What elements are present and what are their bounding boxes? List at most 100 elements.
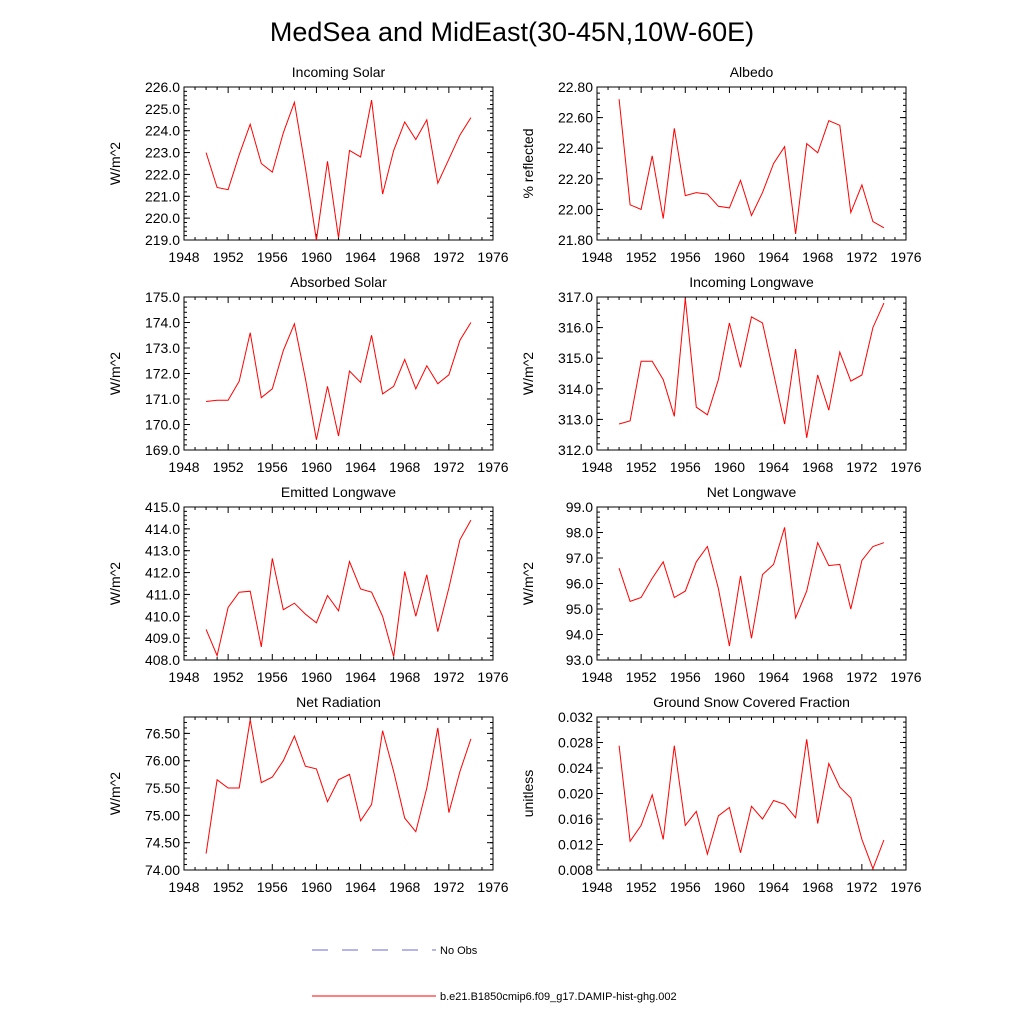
x-tick-label: 1972 — [846, 879, 877, 895]
x-tick-label: 1968 — [802, 879, 833, 895]
x-tick-label: 1972 — [433, 669, 464, 685]
y-tick-label: 171.0 — [145, 391, 180, 407]
x-tick-label: 1948 — [168, 669, 199, 685]
x-tick-label: 1952 — [213, 879, 244, 895]
legend-entry-1: b.e21.B1850cmip6.f09_g17.DAMIP-hist-ghg.… — [312, 991, 677, 1003]
x-tick-label: 1952 — [213, 669, 244, 685]
panels-grid: Incoming Solar 1948 1952 1956 1960 1964 1968 19… — [107, 64, 922, 895]
x-tick-label: 1964 — [758, 459, 789, 475]
y-tick-label: 315.0 — [558, 350, 593, 366]
x-tick-label: 1956 — [257, 669, 288, 685]
y-tick-label: 21.80 — [558, 232, 593, 248]
y-tick-label: 22.40 — [558, 140, 593, 156]
y-tick-label: 175.0 — [145, 289, 180, 305]
figure-title: MedSea and MidEast(30-45N,10W-60E) — [270, 17, 754, 47]
x-tick-label: 1976 — [477, 249, 508, 265]
legend-label: b.e21.B1850cmip6.f09_g17.DAMIP-hist-ghg.… — [440, 991, 677, 1003]
panel-title: Incoming Solar — [292, 64, 386, 80]
y-tick-label: 93.0 — [566, 652, 593, 668]
y-tick-label: 174.0 — [145, 315, 180, 331]
y-tick-label: 0.032 — [558, 709, 593, 725]
panel-title: Net Longwave — [707, 484, 797, 500]
x-tick-label: 1948 — [581, 459, 612, 475]
x-tick-label: 1948 — [581, 669, 612, 685]
series-line — [206, 322, 472, 440]
x-tick-label: 1976 — [477, 459, 508, 475]
plot-frame — [183, 296, 494, 451]
x-tick-label: 1960 — [714, 249, 745, 265]
y-tick-label: 76.50 — [145, 725, 180, 741]
x-tick-label: 1948 — [168, 879, 199, 895]
y-axis-label: W/m^2 — [107, 772, 123, 815]
x-tick-label: 1960 — [301, 459, 332, 475]
y-tick-label: 96.0 — [566, 576, 593, 592]
y-tick-label: 76.00 — [145, 753, 180, 769]
x-tick-label: 1972 — [846, 459, 877, 475]
y-axis-label: W/m^2 — [107, 562, 123, 605]
y-tick-label: 74.50 — [145, 835, 180, 851]
x-tick-label: 1956 — [257, 249, 288, 265]
panel-title: Emitted Longwave — [281, 484, 396, 500]
x-tick-label: 1960 — [301, 249, 332, 265]
panel-title: Net Radiation — [296, 694, 381, 710]
x-tick-label: 1972 — [846, 249, 877, 265]
y-tick-label: 408.0 — [145, 652, 180, 668]
y-tick-label: 0.012 — [558, 837, 593, 853]
x-tick-label: 1968 — [389, 249, 420, 265]
x-tick-label: 1952 — [626, 669, 657, 685]
y-tick-label: 221.0 — [145, 188, 180, 204]
y-axis-label: unitless — [520, 770, 536, 817]
y-axis-label: W/m^2 — [107, 352, 123, 395]
y-tick-label: 172.0 — [145, 366, 180, 382]
x-tick-label: 1952 — [213, 249, 244, 265]
plot-frame — [596, 86, 907, 241]
x-tick-label: 1956 — [670, 249, 701, 265]
y-tick-label: 0.008 — [558, 862, 593, 878]
y-tick-label: 94.0 — [566, 627, 593, 643]
y-tick-label: 75.50 — [145, 780, 180, 796]
y-tick-label: 219.0 — [145, 232, 180, 248]
x-tick-label: 1956 — [670, 459, 701, 475]
x-tick-label: 1976 — [477, 669, 508, 685]
x-tick-label: 1952 — [213, 459, 244, 475]
legend-entry-0: No Obs — [312, 945, 478, 957]
y-tick-label: 314.0 — [558, 381, 593, 397]
y-tick-label: 223.0 — [145, 145, 180, 161]
x-tick-label: 1948 — [581, 879, 612, 895]
x-tick-label: 1964 — [345, 879, 376, 895]
x-tick-label: 1976 — [477, 879, 508, 895]
x-tick-label: 1964 — [758, 249, 789, 265]
y-tick-label: 224.0 — [145, 123, 180, 139]
panel-1: Albedo 1948 1952 1956 1960 1964 1968 1972 1976 21… — [520, 64, 922, 265]
series-line — [205, 519, 472, 658]
y-tick-label: 313.0 — [558, 411, 593, 427]
y-tick-label: 411.0 — [146, 586, 180, 602]
y-tick-label: 170.0 — [145, 417, 180, 433]
x-tick-label: 1960 — [301, 669, 332, 685]
y-axis-label: W/m^2 — [520, 352, 536, 395]
panel-0: Incoming Solar 1948 1952 1956 1960 1964 1968 19… — [107, 64, 509, 265]
x-tick-label: 1956 — [670, 879, 701, 895]
x-tick-label: 1956 — [670, 669, 701, 685]
series-line — [205, 100, 472, 241]
panel-2: Absorbed Solar 1948 1952 1956 1960 1964 1968 19… — [107, 274, 509, 475]
y-tick-label: 226.0 — [145, 79, 180, 95]
y-tick-label: 312.0 — [558, 442, 593, 458]
y-tick-label: 0.016 — [558, 811, 593, 827]
x-tick-label: 1968 — [802, 669, 833, 685]
x-tick-label: 1972 — [846, 669, 877, 685]
x-tick-label: 1956 — [257, 459, 288, 475]
series-line — [618, 527, 885, 647]
panel-title: Incoming Longwave — [689, 274, 814, 290]
panel-4: Emitted Longwave 1948 1952 1956 1960 1964 1968… — [107, 484, 509, 685]
x-tick-label: 1972 — [433, 249, 464, 265]
y-tick-label: 173.0 — [145, 340, 180, 356]
x-tick-label: 1960 — [301, 879, 332, 895]
x-tick-label: 1976 — [890, 459, 921, 475]
x-tick-label: 1964 — [758, 669, 789, 685]
series-line — [205, 719, 472, 854]
y-tick-label: 22.00 — [558, 201, 593, 217]
x-tick-label: 1976 — [890, 249, 921, 265]
x-tick-label: 1948 — [168, 459, 199, 475]
legend-label: No Obs — [440, 945, 478, 957]
